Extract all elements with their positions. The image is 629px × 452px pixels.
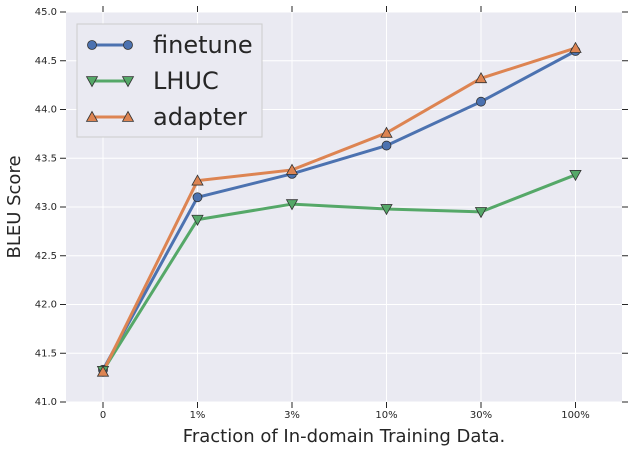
point [474,207,488,219]
point [569,170,582,182]
x-tick-label: 3% [284,410,300,421]
y-tick-label: 43.0 [35,202,57,213]
legend-marker [85,110,99,122]
x-tick-label: 1% [190,410,206,421]
y-tick-label: 41.0 [35,397,57,408]
point [191,214,204,226]
point [285,163,299,175]
legend-marker [121,76,135,88]
y-tick-label: 41.5 [35,348,57,359]
point [474,71,488,84]
legend-label: adapter [153,103,247,131]
point [381,140,392,151]
legend-marker [87,40,97,50]
point [192,192,203,203]
line [101,173,577,372]
point [96,365,110,377]
point [191,174,204,186]
point [380,204,393,216]
legend: finetune LHUC adapter [76,23,263,138]
point [476,96,486,107]
line [101,49,577,371]
legend-marker [123,40,133,50]
legend-marker [85,76,99,88]
legend-label: finetune [153,31,253,59]
y-tick-label: 42.5 [35,251,57,262]
x-tick-label: 100% [561,410,590,421]
x-tick-label: 30% [470,410,492,421]
point [380,126,393,138]
y-tick-label: 42.0 [35,300,57,311]
y-tick-label: 44.5 [35,56,57,67]
x-axis-label: Fraction of In-domain Training Data. [183,426,505,447]
y-tick-label: 44.0 [35,105,57,116]
y-axis-label: BLEU Score [4,155,25,258]
legend-marker [121,110,135,122]
y-tick-label: 45.0 [35,7,57,18]
y-tick-label: 43.5 [35,153,57,164]
line [101,46,576,373]
legend-label: LHUC [153,67,219,95]
point [285,199,299,211]
point [569,41,582,53]
x-tick-label: 10% [375,410,397,421]
x-tick-label: 0 [100,410,106,421]
